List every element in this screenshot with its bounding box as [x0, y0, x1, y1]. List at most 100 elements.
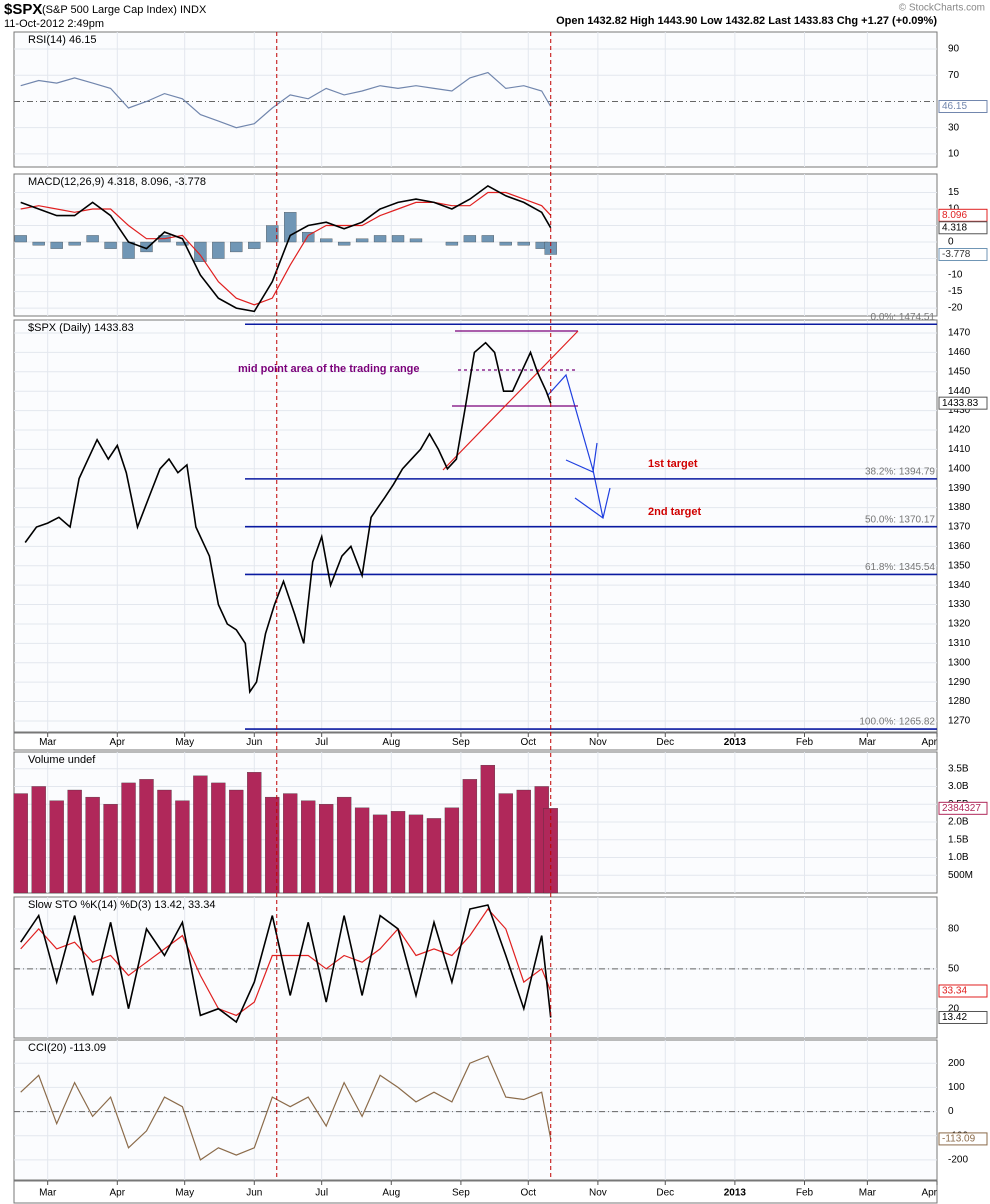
- series-line: [20, 191, 552, 306]
- x-axis-band: [13, 1180, 938, 1204]
- series-line: [20, 71, 552, 129]
- y-tick-label: 1340: [948, 580, 971, 591]
- last-value-label: -113.09: [942, 1134, 976, 1145]
- bar: [68, 241, 81, 246]
- y-tick-label: 1300: [948, 657, 971, 668]
- y-tick-label: 1320: [948, 619, 971, 630]
- x-tick-label: Aug: [382, 1188, 400, 1199]
- x-tick-label: 2013: [724, 737, 747, 748]
- quote: Open 1432.82 High 1443.90 Low 1432.82 La…: [556, 15, 937, 27]
- x-tick-label: Mar: [859, 1188, 877, 1199]
- y-tick-label: 20: [948, 1003, 960, 1014]
- bar: [229, 789, 244, 894]
- x-tick-label: Jul: [315, 737, 328, 748]
- bar: [176, 241, 189, 246]
- bar: [301, 800, 316, 894]
- x-tick-label: Mar: [39, 1188, 57, 1199]
- credit: © StockCharts.com: [899, 3, 985, 14]
- bar: [265, 796, 280, 894]
- bar: [194, 241, 207, 262]
- panel-title: MACD(12,26,9) 4.318, 8.096, -3.778: [28, 176, 206, 188]
- bar: [14, 235, 27, 243]
- y-tick-label: 500M: [948, 870, 973, 881]
- bar: [49, 800, 64, 894]
- bar: [247, 772, 262, 894]
- y-tick-label: 1440: [948, 386, 971, 397]
- y-tick-label: 90: [948, 44, 960, 55]
- series-line: [20, 184, 552, 313]
- forecast-arrows: [547, 373, 611, 520]
- x-tick-label: Mar: [859, 737, 877, 748]
- bar: [283, 793, 298, 894]
- bar: [319, 804, 334, 894]
- x-tick-label: Feb: [796, 737, 814, 748]
- bar: [426, 818, 442, 894]
- panel: [13, 896, 938, 1039]
- x-tick-label: Mar: [39, 737, 57, 748]
- panel-title: $SPX (Daily) 1433.83: [28, 322, 134, 334]
- x-axis-band: [13, 732, 938, 751]
- bar: [86, 235, 99, 243]
- bar: [409, 238, 423, 243]
- bar: [302, 231, 315, 243]
- bar: [498, 793, 513, 894]
- bar: [373, 235, 387, 243]
- bar: [266, 225, 279, 243]
- x-tick-label: Nov: [589, 737, 607, 748]
- bar: [175, 800, 190, 894]
- bar: [391, 235, 405, 243]
- y-tick-label: 1390: [948, 483, 971, 494]
- symbol: $SPX: [4, 1, 42, 18]
- y-tick-label: 1290: [948, 677, 971, 688]
- y-tick-label: -15: [948, 286, 963, 297]
- bar: [408, 814, 424, 894]
- x-tick-label: Apr: [921, 1188, 937, 1199]
- bar: [517, 241, 530, 246]
- y-tick-label: 70: [948, 70, 960, 81]
- x-tick-label: Feb: [796, 1188, 814, 1199]
- last-value-label: 13.42: [942, 1012, 967, 1023]
- bar: [32, 241, 45, 246]
- panel-title: CCI(20) -113.09: [28, 1042, 106, 1054]
- x-tick-label: Apr: [110, 1188, 126, 1199]
- bar: [13, 793, 28, 894]
- bar: [462, 779, 478, 894]
- y-tick-label: 1.0B: [948, 852, 969, 863]
- y-tick-label: 10: [948, 149, 960, 160]
- y-tick-label: 1450: [948, 366, 971, 377]
- bar: [481, 235, 495, 243]
- bar: [499, 241, 512, 246]
- y-tick-label: 30: [948, 122, 960, 133]
- bar: [372, 814, 388, 894]
- bar: [157, 789, 172, 894]
- y-tick-label: 0: [948, 237, 954, 248]
- x-tick-label: Oct: [520, 737, 536, 748]
- y-tick-label: 1430: [948, 405, 971, 416]
- bar: [211, 782, 226, 894]
- bar: [122, 241, 135, 259]
- y-tick-label: 1.5B: [948, 834, 969, 845]
- last-value-label: 1433.83: [942, 398, 979, 409]
- x-tick-label: Jul: [315, 1188, 328, 1199]
- bar: [516, 789, 531, 894]
- y-tick-label: 1410: [948, 444, 971, 455]
- x-tick-label: Jun: [246, 1188, 262, 1199]
- fib-label: 38.2%: 1394.79: [865, 467, 935, 478]
- date: 11-Oct-2012 2:49pm: [4, 18, 104, 30]
- y-tick-label: 1270: [948, 716, 971, 727]
- y-tick-label: 80: [948, 924, 960, 935]
- last-value-label: 2384327: [942, 803, 981, 814]
- x-tick-label: May: [175, 737, 194, 748]
- y-tick-label: 1360: [948, 541, 971, 552]
- fib-label: 50.0%: 1370.17: [865, 514, 935, 525]
- x-tick-label: 2013: [724, 1188, 747, 1199]
- annotation: 2nd target: [648, 506, 702, 518]
- bar: [248, 241, 261, 249]
- last-value-box: [938, 100, 988, 114]
- fib-label: 0.0%: 1474.51: [871, 312, 936, 323]
- fib-label: 61.8%: 1345.54: [865, 562, 935, 573]
- series-line: [20, 908, 552, 1017]
- fib-label: 100.0%: 1265.82: [859, 717, 935, 728]
- bar: [103, 804, 118, 894]
